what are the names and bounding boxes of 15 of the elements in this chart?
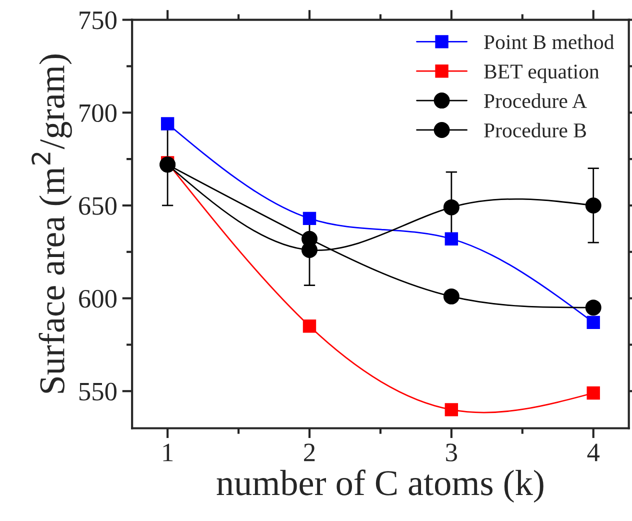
- y-tick-label: 700: [80, 104, 116, 122]
- x-tick-label: 2: [304, 444, 315, 462]
- y-tick-label: 650: [79, 197, 116, 215]
- y-tick-label: 750: [80, 11, 116, 30]
- legend-label: Procedure A: [484, 93, 587, 108]
- x-tick-label: 1: [163, 444, 173, 462]
- y-tick-label: 550: [79, 382, 116, 401]
- y-axis-title: Surface area (m$^{2}$/gram): [32, 54, 72, 393]
- x-tick-label: 3: [446, 444, 457, 462]
- y-tick-label: 600: [79, 290, 116, 308]
- legend-label: BET equation: [484, 64, 600, 83]
- legend-label: Procedure B: [484, 122, 586, 138]
- legend-label: Point B method: [484, 34, 614, 50]
- x-tick-label: 4: [587, 444, 600, 462]
- x-axis-title: number of C atoms (k): [216, 470, 544, 503]
